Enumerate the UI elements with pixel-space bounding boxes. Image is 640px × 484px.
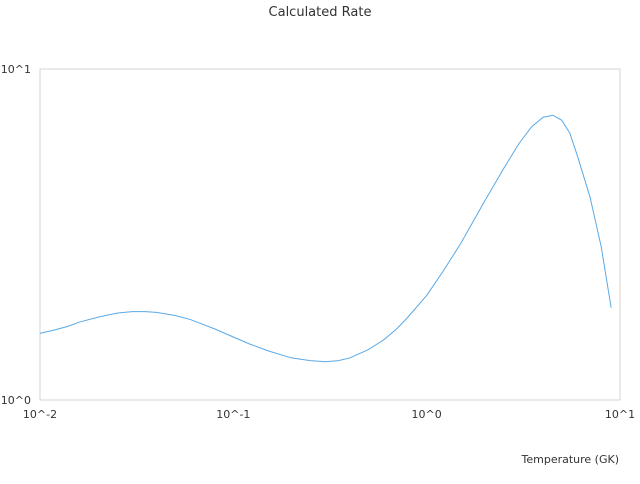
series-line	[39, 114, 612, 363]
x-tick-label: 10^-1	[216, 408, 250, 421]
y-tick-label: 10^1	[1, 63, 31, 76]
chart-title: Calculated Rate	[269, 5, 372, 20]
plot-area-frame	[39, 68, 621, 401]
x-axis-ticks: 10^-2 10^-1 10^0 10^1	[23, 408, 635, 421]
x-tick-label: 10^-2	[23, 408, 57, 421]
x-tick-label: 10^1	[605, 408, 635, 421]
y-axis-ticks: 10^0 10^1	[1, 63, 31, 407]
y-tick-label: 10^0	[1, 394, 31, 407]
data-points	[39, 114, 613, 363]
x-axis-label: Temperature (GK)	[521, 453, 620, 466]
x-tick-label: 10^0	[412, 408, 442, 421]
